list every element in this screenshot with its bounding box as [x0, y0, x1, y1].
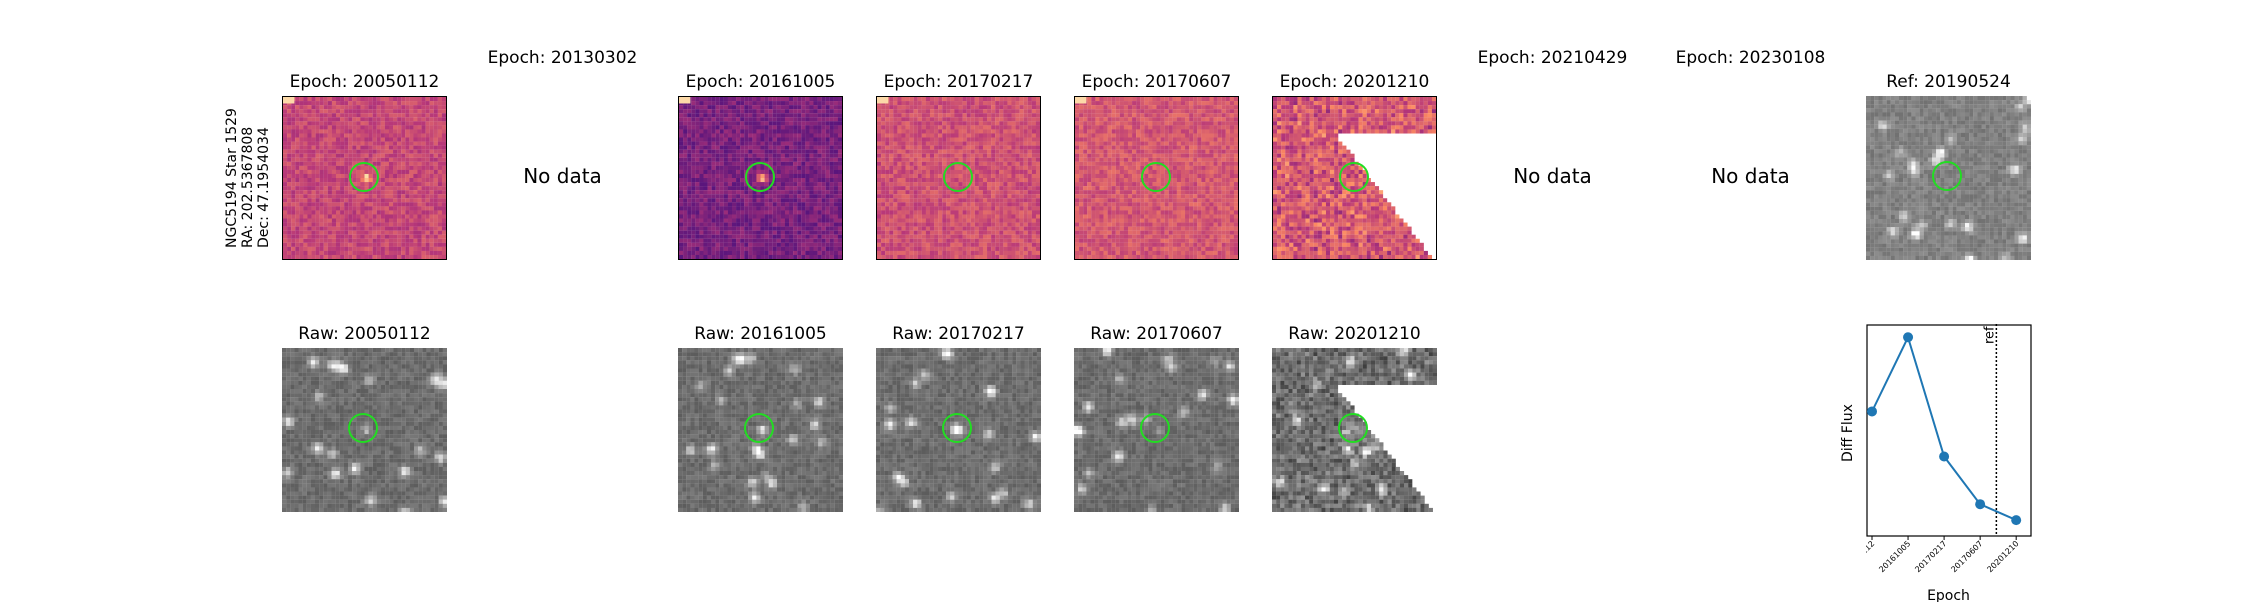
target-circle-marker [942, 413, 972, 443]
target-circle-marker [1140, 413, 1170, 443]
data-point [1939, 452, 1949, 462]
x-tick-label: 20161005 [1877, 539, 1912, 574]
x-tick-label: 20050112 [1866, 539, 1876, 574]
panel-title: Raw: 20050112 [245, 324, 485, 344]
raw-image [282, 348, 447, 512]
star-ra: RA: 202.5367808 [240, 108, 256, 248]
data-point [1975, 499, 1985, 509]
raw-image [876, 348, 1041, 512]
star-name: NGC5194 Star 1529 [224, 108, 240, 248]
difference-image [678, 96, 843, 260]
difference-image [282, 96, 447, 260]
no-data-label: No data [443, 164, 683, 188]
x-tick-label: 20201210 [1985, 539, 2020, 574]
target-circle-marker [744, 413, 774, 443]
target-circle-marker [348, 413, 378, 443]
star-label: NGC5194 Star 1529 RA: 202.5367808 Dec: 4… [224, 108, 272, 248]
y-axis-label: Diff Flux [1840, 404, 1856, 462]
reference-image [1866, 96, 2031, 260]
difference-image [1272, 96, 1437, 260]
difference-image [876, 96, 1041, 260]
data-point [2011, 515, 2021, 525]
diff-flux-line [1872, 337, 2016, 520]
no-data-label: No data [1631, 164, 1871, 188]
data-point [1867, 406, 1877, 416]
panel-title: Epoch: 20230108 [1631, 48, 1871, 68]
target-circle-marker [1932, 161, 1962, 191]
target-circle-marker [349, 162, 379, 192]
target-circle-marker [943, 162, 973, 192]
reference-label: ref [1982, 326, 1997, 344]
panel-title: Raw: 20201210 [1235, 324, 1475, 344]
x-tick-label: 20170607 [1949, 539, 1984, 574]
panel-title: Epoch: 20130302 [443, 48, 683, 68]
target-circle-marker [1338, 413, 1368, 443]
data-point [1903, 332, 1913, 342]
panel-title: Epoch: 20201210 [1235, 72, 1475, 92]
target-circle-marker [1339, 162, 1369, 192]
panel-title: Ref: 20190524 [1829, 72, 2069, 92]
star-dec: Dec: 47.1954034 [256, 108, 272, 248]
plot-frame [1867, 325, 2031, 536]
raw-image [1272, 348, 1437, 512]
panel-title: Epoch: 20050112 [245, 72, 485, 92]
target-circle-marker [745, 162, 775, 192]
raw-image [678, 348, 843, 512]
difference-image [1074, 96, 1239, 260]
raw-image [1074, 348, 1239, 512]
target-circle-marker [1141, 162, 1171, 192]
x-tick-label: 20170217 [1913, 539, 1948, 574]
